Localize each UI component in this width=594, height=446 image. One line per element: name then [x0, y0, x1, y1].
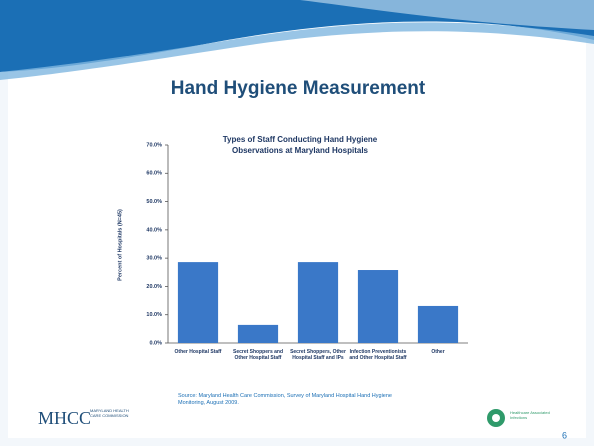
panel — [8, 8, 586, 438]
chart-title: Types of Staff Conducting Hand Hygiene O… — [222, 135, 378, 155]
logo-left — [24, 406, 134, 432]
x-tick-label: Infection Preventionists and Other Hospi… — [349, 349, 407, 361]
x-tick-label: Other Hospital Staff — [174, 349, 222, 355]
logo-right-text: Healthcare Associated Infections — [510, 410, 550, 420]
y-tick-label: 60.0% — [146, 171, 162, 177]
bar — [177, 262, 219, 343]
x-tick-label: Secret Shoppers, Other Hospital Staff an… — [290, 349, 346, 361]
bar — [417, 305, 459, 343]
y-tick-label: 20.0% — [146, 284, 162, 290]
y-tick-label: 50.0% — [146, 199, 162, 205]
bar — [297, 262, 339, 343]
logo-right-icon-center — [492, 414, 500, 422]
slide-title: Hand Hygiene Measurement — [171, 78, 426, 99]
bar — [237, 324, 279, 343]
y-tick-label: 70.0% — [146, 142, 162, 148]
y-tick-label: 0.0% — [149, 340, 162, 346]
logo-left-text: MARYLAND HEALTH CARE COMMISSION — [90, 408, 129, 418]
x-tick-label: Secret Shoppers and Other Hospital Staff — [232, 349, 283, 361]
x-tick-label: Other — [431, 349, 445, 355]
y-axis-label: Percent of Hospitals (N=45) — [117, 209, 123, 281]
page-number: 6 — [562, 430, 567, 440]
top-swoosh-light — [0, 22, 594, 80]
bar — [357, 270, 399, 343]
y-tick-label: 40.0% — [146, 227, 162, 233]
top-highlight — [300, 0, 594, 30]
logo-left-mark: MHCC — [38, 408, 91, 428]
y-tick-label: 10.0% — [146, 312, 162, 318]
source-note: Source: Maryland Health Care Commission,… — [178, 393, 392, 406]
y-tick-label: 30.0% — [146, 256, 162, 262]
